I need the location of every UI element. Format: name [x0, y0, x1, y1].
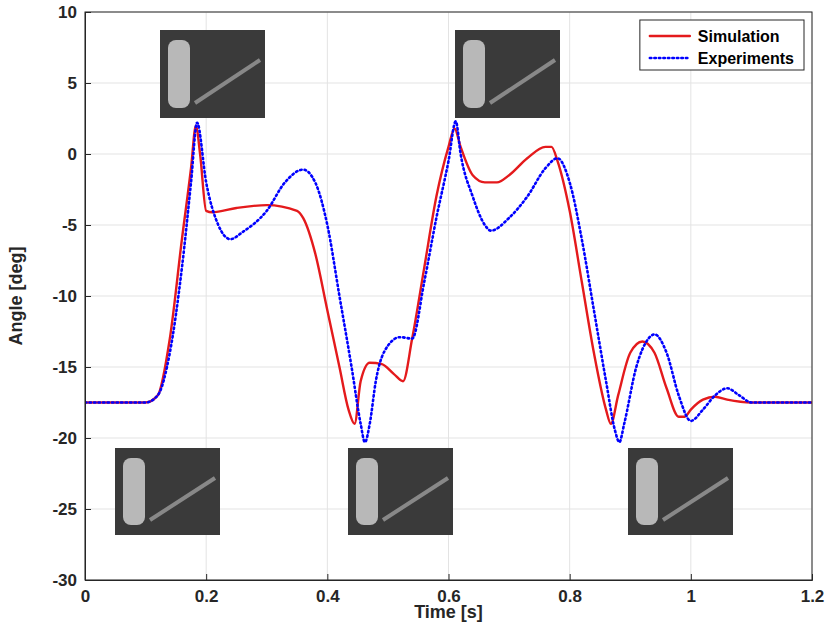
tick-mark — [85, 580, 91, 581]
tick: -10 — [52, 287, 91, 306]
tick: 1 — [687, 574, 696, 606]
tick-label: 0.8 — [558, 587, 582, 606]
y-axis-title: Angle [deg] — [6, 247, 26, 346]
y-axis: -30 -25 -20 -15 -10 -5 0 5 10 — [52, 3, 91, 590]
photo-detail — [168, 40, 190, 108]
tick: -25 — [52, 500, 91, 519]
grid — [85, 12, 812, 580]
tick-label: -15 — [52, 358, 77, 377]
photo-frame — [160, 30, 265, 118]
tick-label: -30 — [52, 571, 77, 590]
grid-line-y — [85, 296, 812, 297]
tick: 1.2 — [801, 574, 825, 606]
series-line — [85, 126, 812, 424]
tick-label: -20 — [52, 429, 77, 448]
tick-mark — [449, 574, 450, 580]
series-line — [85, 121, 812, 442]
photo-detail — [663, 478, 728, 520]
legend: Simulation Experiments — [640, 20, 804, 70]
tick-mark — [206, 574, 207, 580]
series-lines — [85, 121, 812, 442]
photo-inset — [348, 448, 453, 535]
tick: 0.4 — [316, 574, 340, 606]
tick-mark — [85, 438, 91, 439]
grid-line-y — [85, 367, 812, 368]
tick-label: 0 — [81, 587, 90, 606]
tick-label: 0.4 — [316, 587, 340, 606]
photo-detail — [356, 458, 378, 525]
legend-label: Experiments — [698, 50, 794, 67]
plot-frame — [85, 12, 812, 580]
photo-detail — [636, 458, 658, 525]
tick-mark — [85, 12, 91, 13]
photo-detail — [123, 458, 145, 525]
tick-mark — [85, 154, 91, 155]
grid-line-y — [85, 225, 812, 226]
tick-label: -5 — [62, 216, 77, 235]
legend-swatch — [650, 35, 690, 37]
axis-line — [86, 13, 92, 581]
tick: -5 — [62, 216, 91, 235]
photo-frame — [628, 448, 733, 535]
photo-detail — [195, 60, 260, 103]
photo-detail — [150, 478, 215, 520]
tick-mark — [327, 574, 328, 580]
photo-frame — [115, 448, 220, 535]
tick: 10 — [58, 3, 91, 22]
legend-item: Simulation — [650, 28, 780, 45]
tick: -20 — [52, 429, 91, 448]
photo-inset — [628, 448, 733, 535]
axis-line — [86, 574, 813, 581]
tick-label: 1 — [687, 587, 696, 606]
tick-label: 1.2 — [801, 587, 825, 606]
tick: 5 — [68, 74, 91, 93]
tick-mark — [85, 509, 91, 510]
tick-label: 0.2 — [195, 587, 219, 606]
tick-mark — [812, 574, 813, 580]
plot-background — [85, 12, 812, 580]
plot: 0 0.2 0.4 0.6 0.8 1 1.2 -30 -25 -20 -15 -10 -5 0 5 10 Si… — [52, 3, 824, 606]
photo-frame — [348, 448, 453, 535]
tick-label: -25 — [52, 500, 77, 519]
tick: 0.8 — [558, 574, 582, 606]
legend-swatch — [650, 57, 690, 60]
tick-label: -10 — [52, 287, 77, 306]
photo-inset — [455, 30, 560, 118]
tick: 0 — [68, 145, 91, 164]
photo-detail — [463, 40, 485, 108]
tick: 0.2 — [195, 574, 219, 606]
photo-detail — [383, 478, 448, 520]
photo-inset — [115, 448, 220, 535]
tick: 0.6 — [437, 574, 461, 606]
tick-label: 0 — [68, 145, 77, 164]
tick-mark — [570, 574, 571, 580]
photo-inset — [160, 30, 265, 118]
photo-frame — [455, 30, 560, 118]
tick-mark — [85, 367, 91, 368]
tick-mark — [691, 574, 692, 580]
grid-line-y — [85, 438, 812, 439]
tick-mark — [85, 296, 91, 297]
tick: -15 — [52, 358, 91, 377]
tick: -30 — [52, 571, 91, 590]
legend-label: Simulation — [698, 28, 780, 45]
tick-mark — [85, 83, 91, 84]
tick-label: 10 — [58, 3, 77, 22]
legend-item: Experiments — [650, 50, 794, 67]
tick-mark — [85, 225, 91, 226]
photo-detail — [490, 60, 555, 103]
chart: 0 0.2 0.4 0.6 0.8 1 1.2 -30 -25 -20 -15 -10 -5 0 5 10 Si… — [0, 0, 830, 626]
legend-box — [640, 20, 804, 70]
x-axis: 0 0.2 0.4 0.6 0.8 1 1.2 — [81, 574, 825, 606]
x-axis-title: Time [s] — [414, 602, 483, 622]
tick-label: 5 — [68, 74, 77, 93]
